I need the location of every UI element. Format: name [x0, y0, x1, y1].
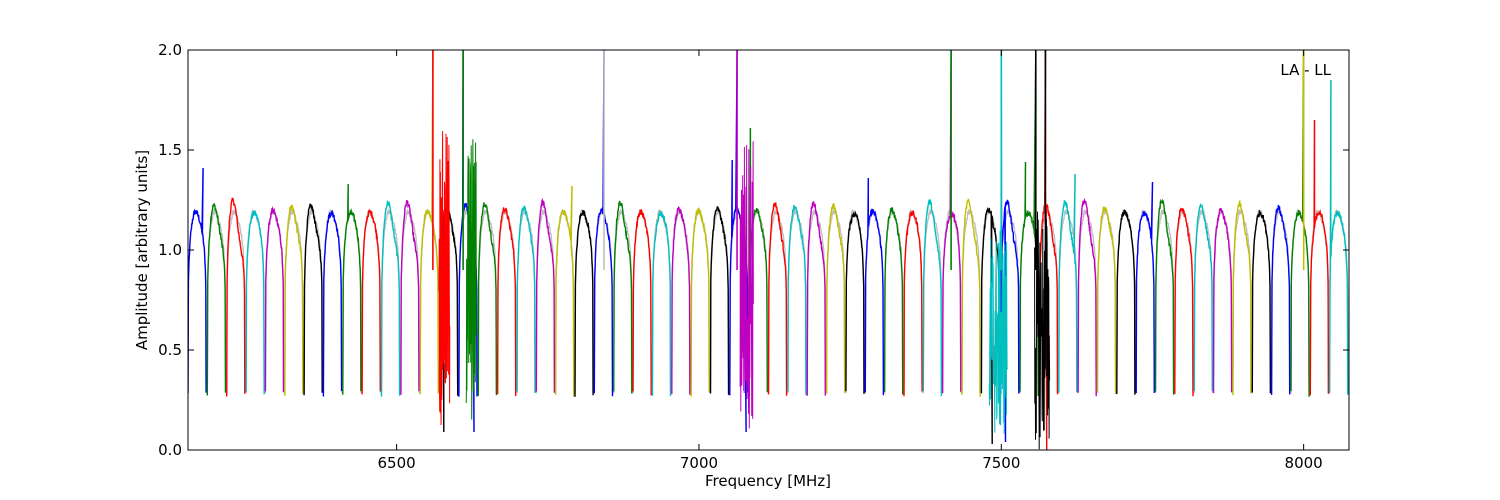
series-layer — [188, 50, 1349, 450]
series-line — [864, 177, 885, 396]
series-line — [206, 203, 227, 396]
series-line — [1077, 197, 1097, 397]
series-line — [1309, 119, 1330, 396]
series-line — [264, 205, 285, 393]
y-tick-label: 0.0 — [158, 441, 182, 459]
y-tick-label: 1.0 — [158, 241, 182, 259]
series-line — [1290, 50, 1310, 394]
series-line — [1034, 211, 1051, 450]
series-line — [806, 201, 826, 396]
series-line — [535, 198, 556, 393]
series-line — [1000, 50, 1020, 443]
series-line — [188, 167, 207, 394]
series-line — [1212, 207, 1233, 394]
ticks-layer: 6500 7000 7500 8000 0.0 0.5 1.0 1.5 2.0 — [158, 41, 1349, 472]
series-line — [574, 209, 594, 397]
series-line — [922, 208, 943, 394]
series-line — [496, 207, 517, 397]
series-line — [400, 208, 420, 394]
series-line — [1290, 50, 1310, 397]
series-line — [787, 204, 807, 396]
series-line — [1270, 208, 1291, 394]
series-line — [1193, 203, 1213, 392]
series-line — [825, 203, 846, 394]
series-line — [961, 208, 981, 394]
series-line — [465, 139, 477, 420]
series-line — [1135, 181, 1155, 394]
series-line — [1251, 210, 1272, 394]
x-tick-label: 7500 — [982, 454, 1020, 472]
x-tick-label: 8000 — [1285, 454, 1323, 472]
series-line — [883, 207, 904, 395]
series-line — [671, 205, 691, 395]
series-line — [632, 209, 652, 396]
series-line — [400, 200, 420, 395]
series-line — [1154, 198, 1175, 395]
series-line — [709, 206, 730, 395]
series-line — [651, 209, 672, 397]
series-line — [988, 230, 1008, 434]
series-line — [613, 200, 633, 394]
y-tick-label: 1.5 — [158, 141, 182, 159]
x-tick-label: 7000 — [680, 454, 718, 472]
series-line — [1232, 208, 1252, 394]
series-line — [1096, 206, 1117, 394]
series-line — [806, 208, 826, 394]
series-line — [690, 207, 710, 397]
series-line — [477, 208, 498, 394]
y-tick-label: 2.0 — [158, 41, 182, 59]
series-line — [1309, 119, 1330, 394]
series-line — [1212, 208, 1233, 394]
series-line — [419, 50, 439, 394]
series-line — [245, 210, 265, 395]
series-line — [535, 208, 556, 394]
series-line — [1270, 204, 1291, 396]
series-line — [1058, 173, 1078, 393]
series-line — [380, 208, 401, 394]
series-line — [825, 208, 846, 394]
y-tick-label: 0.5 — [158, 341, 182, 359]
series-line — [1154, 208, 1175, 394]
series-line — [1328, 79, 1349, 395]
series-line — [226, 208, 246, 394]
series-line — [342, 183, 362, 394]
series-line — [438, 131, 451, 426]
series-line — [1174, 208, 1194, 394]
series-line — [903, 210, 923, 397]
series-line — [1116, 209, 1136, 395]
series-line — [516, 205, 536, 394]
series-line — [477, 202, 498, 396]
series-line — [961, 198, 981, 397]
series-line — [361, 209, 381, 395]
series-line — [1038, 50, 1059, 450]
series-line — [767, 202, 788, 396]
series-line — [1232, 199, 1252, 396]
series-line — [496, 208, 517, 394]
legend-label: LA - LL — [1280, 61, 1331, 79]
series-line — [419, 50, 439, 395]
series-line — [226, 197, 246, 397]
y-axis-label: Amplitude [arbitrary units] — [133, 150, 151, 350]
series-line — [1077, 208, 1097, 394]
series-line — [380, 200, 401, 397]
series-line — [922, 198, 943, 397]
x-tick-label: 6500 — [378, 454, 416, 472]
series-line — [1174, 207, 1194, 397]
series-line — [303, 203, 323, 396]
series-line — [342, 183, 362, 395]
series-line — [739, 141, 754, 429]
series-line — [554, 185, 575, 397]
series-line — [284, 204, 304, 396]
x-axis-label: Frequency [MHz] — [705, 472, 831, 490]
series-line — [322, 209, 343, 397]
series-line — [845, 211, 865, 394]
